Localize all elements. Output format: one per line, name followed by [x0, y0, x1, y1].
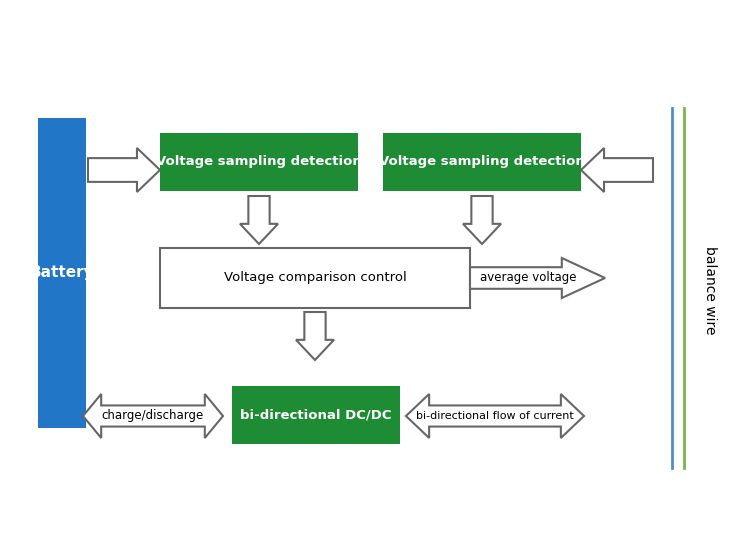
Text: bi-directional flow of current: bi-directional flow of current [416, 411, 574, 421]
Text: Voltage sampling detection: Voltage sampling detection [156, 156, 362, 169]
Polygon shape [83, 394, 223, 438]
Text: average voltage: average voltage [480, 272, 576, 285]
Polygon shape [581, 148, 653, 192]
FancyBboxPatch shape [232, 386, 400, 444]
Text: Battery: Battery [30, 265, 94, 280]
Text: balance wire: balance wire [703, 246, 717, 334]
Polygon shape [88, 148, 160, 192]
Polygon shape [470, 258, 605, 298]
Text: bi-directional DC/DC: bi-directional DC/DC [240, 409, 392, 422]
Polygon shape [296, 312, 334, 360]
FancyBboxPatch shape [160, 133, 358, 191]
FancyBboxPatch shape [38, 118, 86, 428]
Text: charge/discharge: charge/discharge [102, 410, 204, 423]
Polygon shape [240, 196, 278, 244]
Polygon shape [463, 196, 501, 244]
Polygon shape [406, 394, 584, 438]
FancyBboxPatch shape [383, 133, 581, 191]
Text: Voltage sampling detection: Voltage sampling detection [379, 156, 585, 169]
Text: Voltage comparison control: Voltage comparison control [224, 272, 406, 285]
FancyBboxPatch shape [160, 248, 470, 308]
